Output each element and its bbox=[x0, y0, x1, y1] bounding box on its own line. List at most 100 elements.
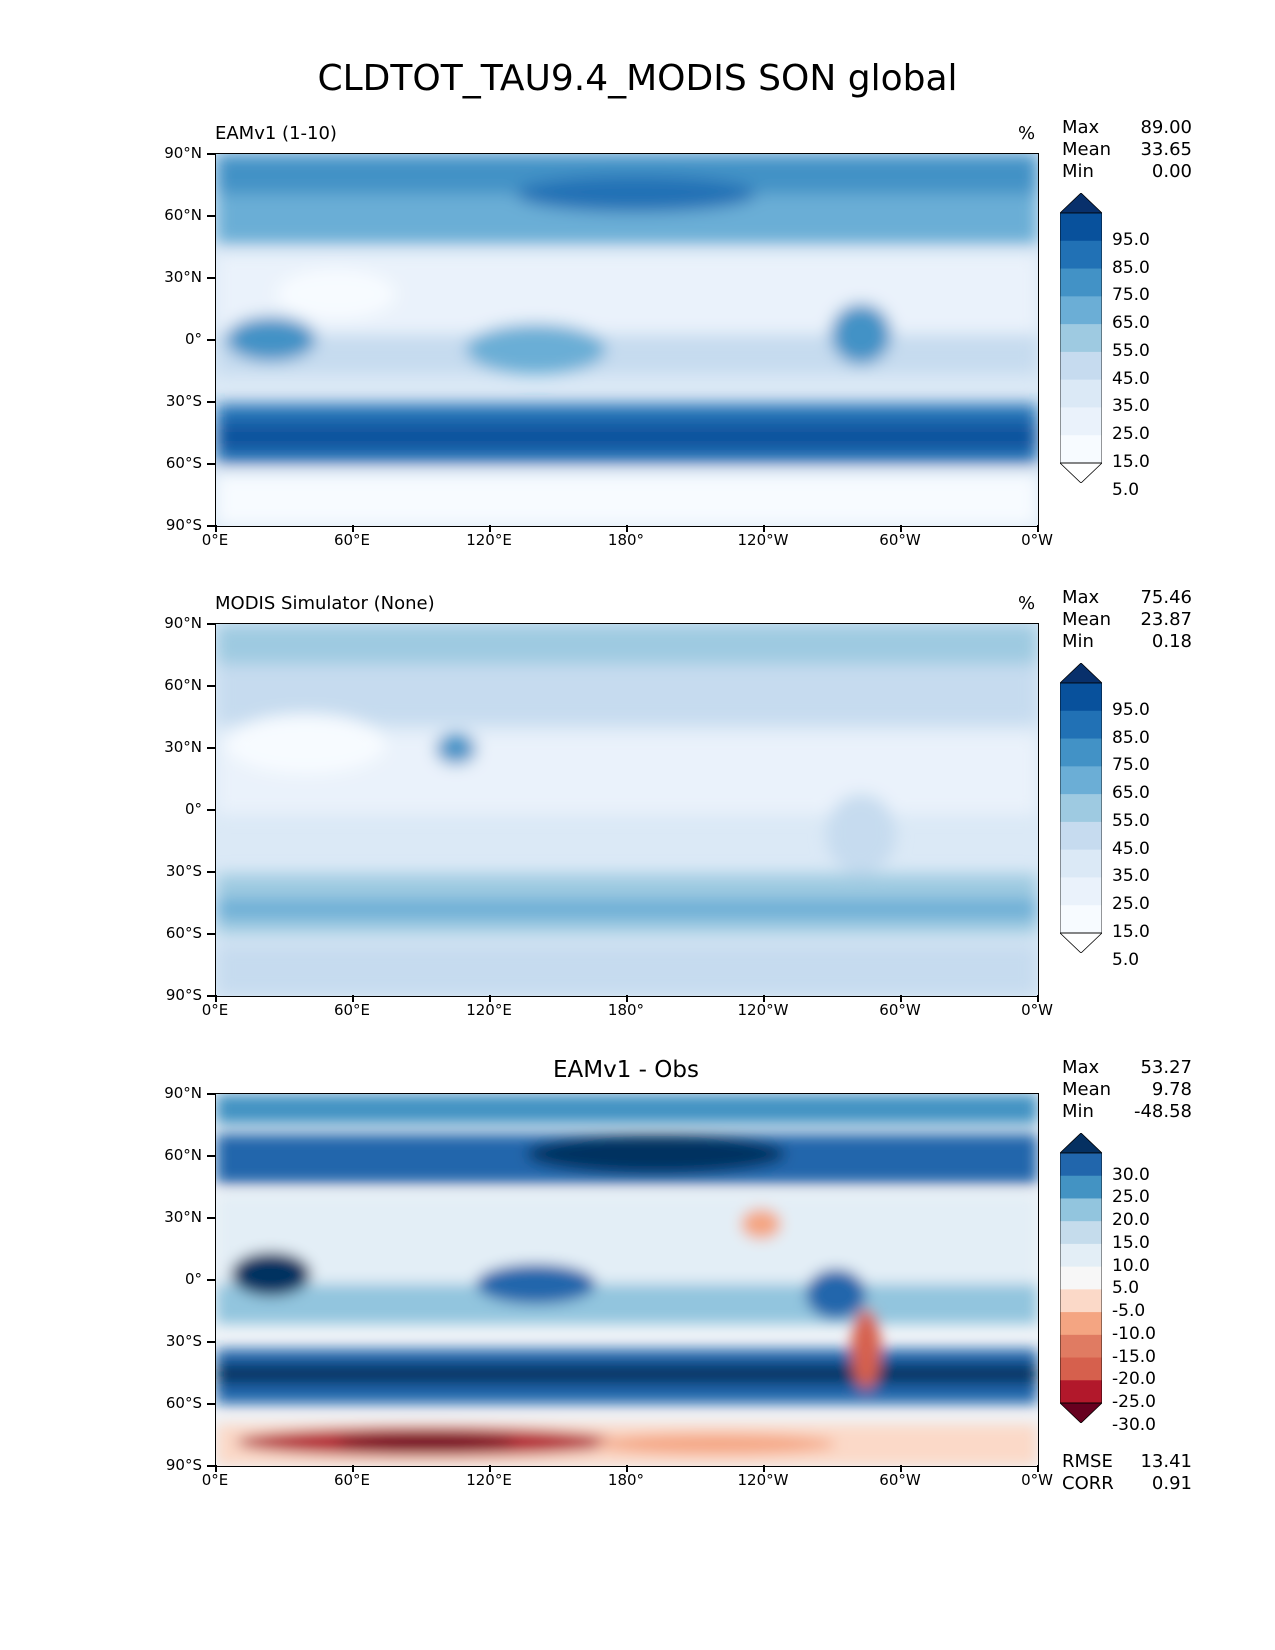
lon-tick-mark bbox=[900, 1465, 902, 1472]
lon-tick-mark bbox=[763, 995, 765, 1002]
lon-tick-mark bbox=[763, 525, 765, 532]
skill-stats: RMSE 13.41 CORR 0.91 bbox=[1062, 1451, 1192, 1495]
colorbar-tick-label: 15.0 bbox=[1112, 1232, 1150, 1253]
colorbar-bottom-extension bbox=[1060, 932, 1102, 953]
lon-tick-label: 60°W bbox=[879, 1001, 921, 1019]
lat-tick-mark bbox=[207, 1217, 215, 1219]
colorbar-outline bbox=[1060, 212, 1102, 464]
colorbar-segment bbox=[1060, 738, 1102, 767]
lon-tick-mark bbox=[215, 525, 217, 532]
colorbar-tick-label: -30.0 bbox=[1112, 1414, 1156, 1435]
lat-tick-mark bbox=[207, 525, 215, 527]
lat-tick-label: 60°S bbox=[165, 924, 202, 942]
lat-tick-mark bbox=[207, 747, 215, 749]
lon-tick-mark bbox=[626, 525, 628, 532]
min-value: -48.58 bbox=[1133, 1101, 1192, 1122]
panel-label: EAMv1 (1-10) bbox=[215, 123, 337, 144]
colorbar-segment bbox=[1060, 1175, 1102, 1199]
lon-tick-label: 0°W bbox=[1021, 1471, 1053, 1489]
lon-tick-mark bbox=[1037, 1465, 1039, 1472]
lat-tick-mark bbox=[207, 933, 215, 935]
lat-tick-mark bbox=[207, 1155, 215, 1157]
lat-tick-label: 60°N bbox=[164, 206, 202, 224]
colorbar-tick-label: -15.0 bbox=[1112, 1346, 1156, 1367]
lon-tick-label: 0°W bbox=[1021, 1001, 1053, 1019]
mean-value: 23.87 bbox=[1140, 609, 1192, 630]
lat-tick-mark bbox=[207, 339, 215, 341]
colorbar-segment bbox=[1060, 268, 1102, 297]
rmse-value: 13.41 bbox=[1140, 1451, 1192, 1472]
lat-tick-label: 60°N bbox=[164, 1146, 202, 1164]
lon-tick-label: 0°E bbox=[201, 531, 229, 549]
lat-tick-mark bbox=[207, 277, 215, 279]
lon-tick-label: 120°W bbox=[737, 1001, 789, 1019]
colorbar-tick-label: 15.0 bbox=[1112, 452, 1150, 472]
min-label: Min bbox=[1062, 161, 1094, 182]
panel-title: EAMv1 - Obs bbox=[553, 1057, 699, 1083]
colorbar-segment bbox=[1060, 296, 1102, 325]
colorbar-tick-label: 5.0 bbox=[1112, 1278, 1140, 1299]
colorbar-segment bbox=[1060, 1243, 1102, 1268]
lon-tick-label: 60°E bbox=[333, 531, 371, 549]
mean-value: 33.65 bbox=[1140, 139, 1192, 160]
lat-tick-mark bbox=[207, 1093, 215, 1095]
colorbar-tick-label: 20.0 bbox=[1112, 1210, 1150, 1231]
min-label: Min bbox=[1062, 631, 1094, 652]
lon-tick-label: 0°W bbox=[1021, 531, 1053, 549]
colorbar-bottom-extension bbox=[1060, 462, 1102, 483]
colorbar-tick-label: 5.0 bbox=[1112, 479, 1140, 500]
max-label: Max bbox=[1062, 1057, 1100, 1078]
colorbar-top-extension bbox=[1060, 193, 1102, 214]
min-value: 0.00 bbox=[1151, 161, 1192, 182]
colorbar-tick-label: 30.0 bbox=[1112, 1164, 1150, 1185]
lon-tick-label: 120°E bbox=[466, 1471, 512, 1489]
colorbar-tick-label: 35.0 bbox=[1112, 866, 1150, 887]
stats-box: Max 89.00 Mean 33.65 Min 0.00 bbox=[1062, 117, 1192, 183]
lat-tick-label: 90°N bbox=[164, 1084, 202, 1102]
lat-tick-mark bbox=[207, 215, 215, 217]
colorbar-tick-label: 5.0 bbox=[1112, 949, 1140, 970]
lat-tick-label: 0° bbox=[184, 1270, 202, 1288]
lon-tick-mark bbox=[489, 1465, 491, 1472]
stats-box: Max 53.27 Mean 9.78 Min -48.58 bbox=[1062, 1057, 1192, 1123]
lat-tick-label: 60°S bbox=[165, 454, 202, 472]
colorbar-top-extension bbox=[1060, 1133, 1102, 1154]
colorbar-segment bbox=[1060, 240, 1102, 270]
lon-tick-label: 60°W bbox=[879, 531, 921, 549]
lat-tick-label: 90°S bbox=[165, 1456, 202, 1474]
colorbar-outline bbox=[1060, 1152, 1102, 1404]
colorbar-segment bbox=[1060, 1380, 1102, 1404]
lat-tick-label: 60°N bbox=[164, 676, 202, 694]
colorbar-tick-label: -25.0 bbox=[1112, 1392, 1156, 1412]
colorbar-tick-label: 10.0 bbox=[1112, 1255, 1150, 1276]
colorbar-segment bbox=[1060, 905, 1102, 934]
map-plot bbox=[215, 623, 1039, 997]
map-plot bbox=[215, 153, 1039, 527]
colorbar-top-extension bbox=[1060, 663, 1102, 684]
lon-tick-mark bbox=[1037, 995, 1039, 1002]
lat-tick-label: 90°S bbox=[165, 516, 202, 534]
colorbar-segment bbox=[1060, 213, 1102, 242]
lat-tick-label: 90°N bbox=[164, 614, 202, 632]
mean-value: 9.78 bbox=[1151, 1079, 1192, 1100]
panel-label: MODIS Simulator (None) bbox=[215, 593, 435, 614]
map-svg bbox=[216, 624, 1038, 996]
lat-tick-mark bbox=[207, 623, 215, 625]
min-label: Min bbox=[1062, 1101, 1094, 1122]
lat-tick-label: 30°N bbox=[164, 1208, 202, 1226]
corr-label: CORR bbox=[1062, 1473, 1114, 1494]
mean-label: Mean bbox=[1062, 609, 1112, 630]
colorbar-segment bbox=[1060, 1334, 1102, 1359]
lon-tick-mark bbox=[215, 995, 217, 1002]
lon-tick-label: 180° bbox=[607, 1471, 645, 1489]
mean-label: Mean bbox=[1062, 139, 1112, 160]
lat-tick-mark bbox=[207, 809, 215, 811]
lat-tick-mark bbox=[207, 1403, 215, 1405]
lon-tick-mark bbox=[1037, 525, 1039, 532]
lon-tick-label: 60°E bbox=[333, 1471, 371, 1489]
colorbar-bottom-extension bbox=[1060, 1402, 1102, 1423]
lon-tick-label: 120°E bbox=[466, 1001, 512, 1019]
colorbar-tick-label: 85.0 bbox=[1112, 727, 1150, 748]
colorbar bbox=[1060, 663, 1102, 953]
colorbar-segment bbox=[1060, 1266, 1102, 1290]
